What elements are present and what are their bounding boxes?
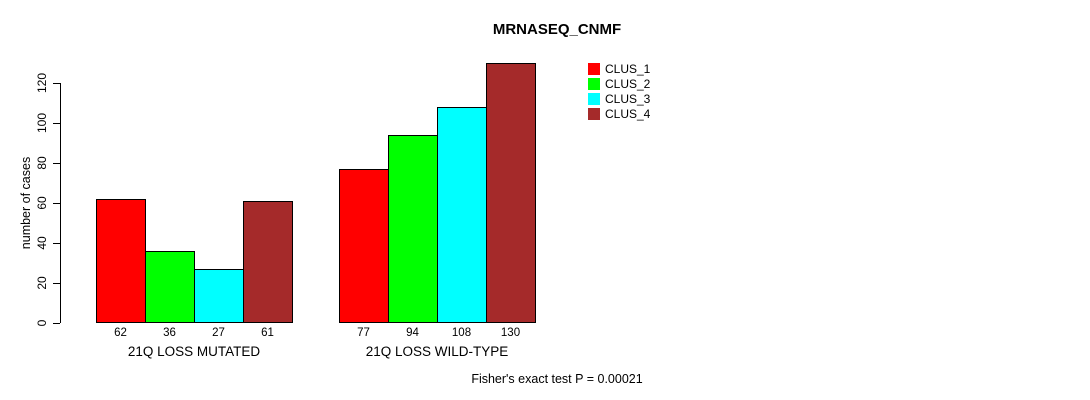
bar-clus_1: [96, 199, 146, 323]
y-tick-label: 0: [35, 319, 49, 327]
y-tick-mark: [53, 203, 60, 204]
legend-swatch-icon: [588, 108, 600, 120]
y-tick-label: 40: [35, 236, 49, 250]
legend-swatch-icon: [588, 93, 600, 105]
bar-clus_1: [339, 169, 389, 323]
bar-clus_3: [437, 107, 487, 323]
bar-value-label: 36: [163, 327, 176, 339]
y-tick-mark: [53, 83, 60, 84]
bar-value-label: 61: [261, 327, 274, 339]
bar-clus_3: [194, 269, 244, 323]
y-tick-label: 120: [35, 72, 49, 94]
bar-clus_2: [145, 251, 195, 323]
y-tick-mark: [53, 123, 60, 124]
legend-label: CLUS_1: [605, 62, 651, 76]
legend-label: CLUS_4: [605, 107, 651, 121]
y-axis-line: [60, 83, 61, 323]
chart-title: MRNASEQ_CNMF: [492, 21, 622, 38]
y-tick-label: 60: [35, 196, 49, 210]
y-tick-mark: [53, 323, 60, 324]
x-category-label: 21Q LOSS WILD-TYPE: [365, 344, 509, 359]
bar-value-label: 27: [212, 327, 225, 339]
bar-value-label: 94: [406, 327, 419, 339]
y-axis-title: number of cases: [19, 156, 33, 250]
y-tick-label: 80: [35, 156, 49, 170]
bar-value-label: 130: [500, 327, 521, 339]
annotation-text: Fisher's exact test P = 0.00021: [471, 372, 643, 386]
legend-swatch-icon: [588, 63, 600, 75]
legend-label: CLUS_2: [605, 77, 651, 91]
legend-label: CLUS_3: [605, 92, 651, 106]
y-tick-mark: [53, 163, 60, 164]
y-tick-label: 20: [35, 276, 49, 290]
y-tick-mark: [53, 243, 60, 244]
x-category-label: 21Q LOSS MUTATED: [127, 344, 261, 359]
bar-clus_4: [243, 201, 293, 323]
bar-clus_2: [388, 135, 438, 323]
bar-value-label: 77: [357, 327, 370, 339]
legend-swatch-icon: [588, 78, 600, 90]
bar-value-label: 108: [451, 327, 472, 339]
bar-value-label: 62: [114, 327, 127, 339]
bar-clus_4: [486, 63, 536, 323]
y-tick-label: 100: [35, 112, 49, 134]
y-tick-mark: [53, 283, 60, 284]
